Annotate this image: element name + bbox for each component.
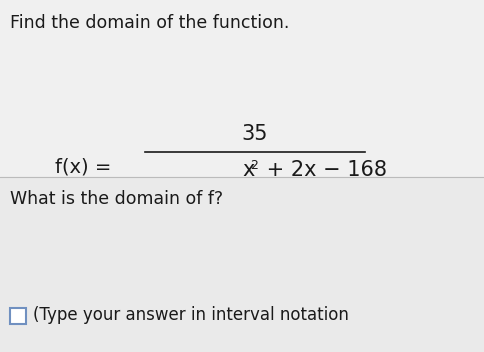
Text: 35: 35	[241, 124, 268, 144]
Text: x: x	[242, 160, 255, 180]
Text: 2: 2	[249, 159, 257, 172]
Bar	[0, 0, 484, 177]
FancyBboxPatch shape	[10, 308, 26, 324]
Text: What is the domain of f?: What is the domain of f?	[10, 190, 223, 208]
Text: Find the domain of the function.: Find the domain of the function.	[10, 14, 289, 32]
Text: (Type your answer in interval notation: (Type your answer in interval notation	[33, 306, 348, 324]
Bar	[0, 177, 484, 352]
Text: + 2x − 168: + 2x − 168	[259, 160, 386, 180]
Text: f(x) =: f(x) =	[55, 157, 118, 176]
